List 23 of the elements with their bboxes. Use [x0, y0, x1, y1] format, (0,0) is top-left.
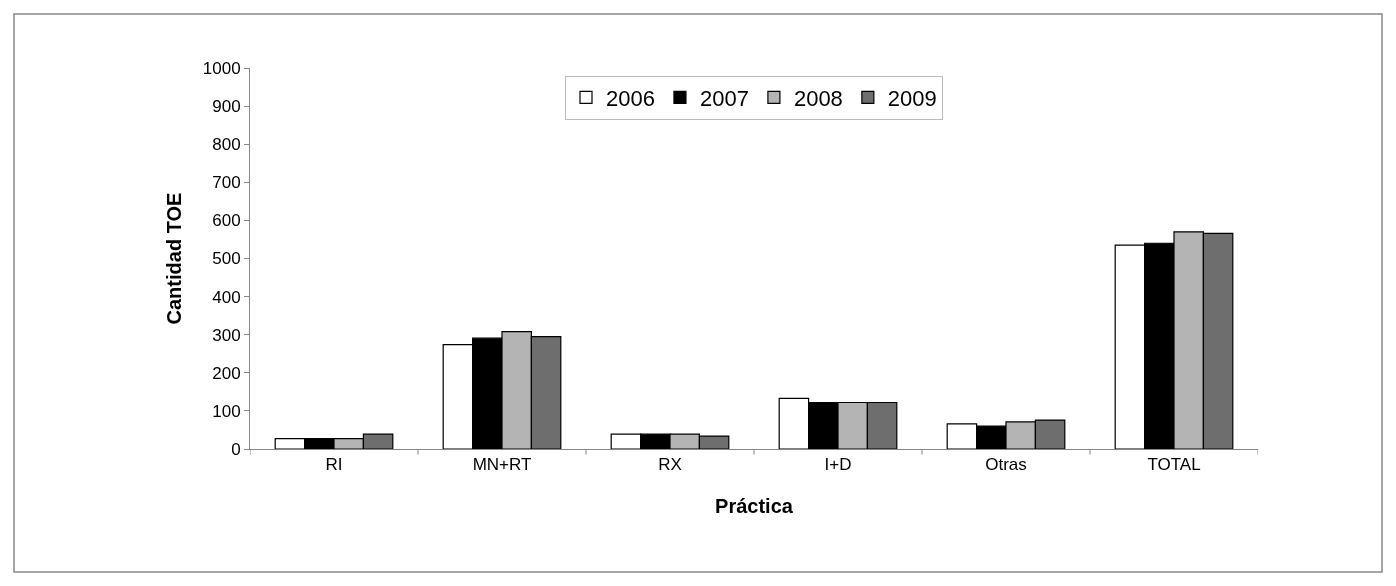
- x-axis-title: Práctica: [715, 494, 794, 517]
- legend-label: 2007: [699, 86, 749, 111]
- x-tick-label: RI: [325, 455, 343, 475]
- x-tick-label: Otras: [985, 455, 1027, 475]
- legend-label: 2008: [793, 86, 843, 111]
- y-tick-label: 100: [212, 401, 241, 421]
- y-tick-label: 800: [212, 135, 241, 155]
- y-tick-label: 400: [212, 287, 241, 307]
- y-tick-label: 0: [231, 439, 241, 459]
- y-tick-label: 1000: [202, 58, 241, 78]
- legend-label: 2006: [606, 86, 655, 111]
- x-tick-label: RX: [658, 455, 682, 475]
- x-tick-label: TOTAL: [1147, 455, 1201, 475]
- x-tick-label: I+D: [824, 455, 852, 475]
- y-tick-label: 900: [212, 97, 241, 117]
- y-tick-label: 700: [212, 173, 241, 193]
- y-tick-label: 500: [212, 249, 241, 269]
- y-tick-label: 200: [212, 363, 241, 383]
- y-tick-label: 300: [212, 325, 241, 345]
- legend-label: 2009: [887, 86, 937, 111]
- y-axis-title: Cantidad TOE: [163, 192, 186, 325]
- y-tick-label: 600: [212, 211, 241, 231]
- x-tick-label: MN+RT: [472, 455, 532, 475]
